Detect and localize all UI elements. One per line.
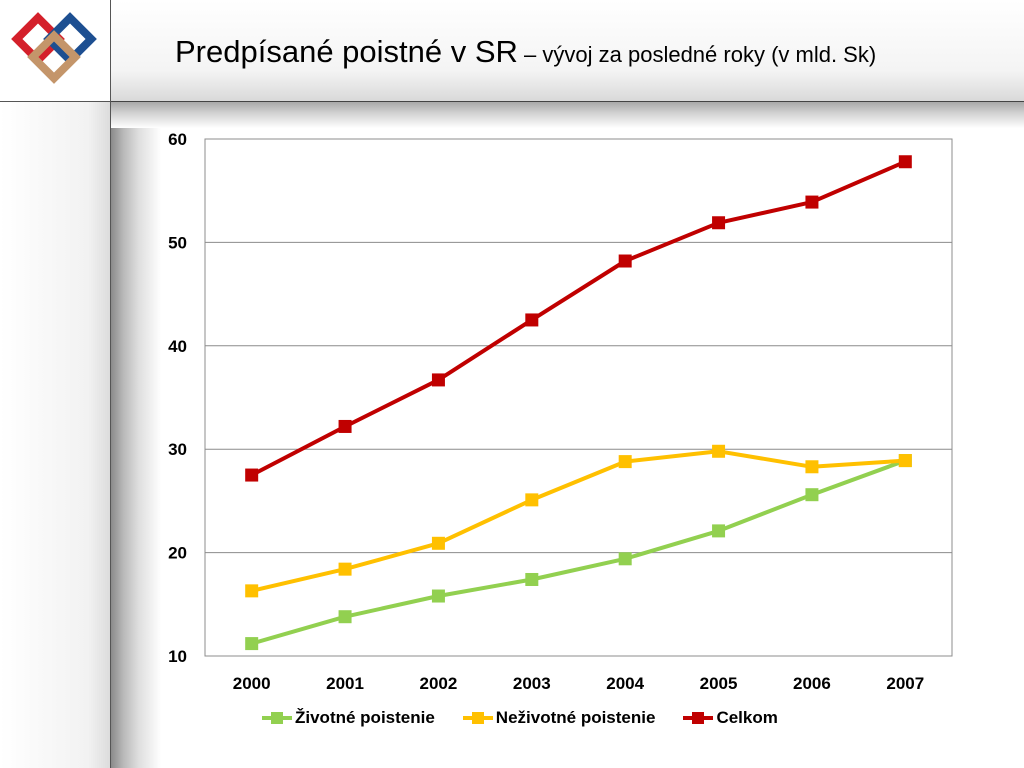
y-tick-label: 50 <box>168 233 187 252</box>
x-tick-label: 2004 <box>606 674 644 693</box>
left-sidebar-strip <box>0 102 111 768</box>
x-tick-label: 2001 <box>326 674 364 693</box>
data-point <box>898 155 912 169</box>
legend-label: Životné poistenie <box>295 708 435 727</box>
data-point <box>338 419 352 433</box>
company-logo <box>11 12 97 84</box>
logo-panel <box>0 0 111 102</box>
y-tick-label: 60 <box>168 130 187 149</box>
logo-diamond-tan <box>27 30 81 84</box>
y-tick-label: 20 <box>168 544 187 563</box>
y-tick-label: 30 <box>168 440 187 459</box>
x-tick-label: 2005 <box>700 674 738 693</box>
x-tick-label: 2002 <box>420 674 458 693</box>
data-point <box>431 373 445 387</box>
x-tick-label: 2007 <box>886 674 924 693</box>
horizontal-shadow <box>111 102 1024 128</box>
legend-label: Neživotné poistenie <box>495 708 656 727</box>
logo-diamond-blue <box>43 12 97 66</box>
data-point <box>338 610 352 624</box>
x-tick-label: 2003 <box>513 674 551 693</box>
data-point <box>898 454 912 468</box>
data-point <box>618 254 632 268</box>
data-point <box>712 216 726 230</box>
legend-item: Celkom <box>683 708 778 728</box>
page-title-subtitle: – vývoj za posledné roky (v mld. Sk) <box>517 42 877 67</box>
legend-marker <box>271 712 283 724</box>
data-point <box>245 637 259 651</box>
y-tick-label: 40 <box>168 337 187 356</box>
legend-swatch <box>683 711 714 725</box>
vertical-shadow <box>111 102 161 768</box>
data-point <box>712 444 726 458</box>
data-point <box>805 460 819 474</box>
legend-item: Životné poistenie <box>262 708 435 728</box>
data-point <box>805 195 819 209</box>
series-line <box>251 458 906 646</box>
data-point <box>245 584 259 598</box>
x-tick-label: 2000 <box>233 674 271 693</box>
data-point <box>245 468 259 482</box>
data-point <box>618 455 632 469</box>
y-tick-label: 10 <box>168 647 187 666</box>
chart-legend: Životné poistenie Neživotné poistenie Celk… <box>262 706 806 730</box>
legend-swatch <box>262 711 292 725</box>
legend-swatch <box>462 711 493 725</box>
logo-diamond-red <box>11 12 65 66</box>
series-line <box>250 159 907 477</box>
page-title-main: Predpísané poistné v SR <box>175 34 518 69</box>
legend-marker <box>471 712 484 724</box>
legend-marker <box>692 712 705 724</box>
data-point <box>525 493 539 507</box>
header-bar: Predpísané poistné v SR – vývoj za posle… <box>111 0 1024 102</box>
data-point <box>431 536 445 550</box>
series-line <box>251 449 906 593</box>
legend-item: Neživotné poistenie <box>462 708 656 728</box>
x-tick-label: 2006 <box>793 674 831 693</box>
data-point <box>525 313 539 327</box>
data-point <box>712 524 726 538</box>
data-point <box>805 488 819 502</box>
data-point <box>338 562 352 576</box>
data-point <box>525 572 539 586</box>
data-point <box>618 552 632 566</box>
data-point <box>431 589 445 603</box>
page-title: Predpísané poistné v SR – vývoj za posle… <box>175 34 876 70</box>
legend-label: Celkom <box>716 708 778 727</box>
plot-area <box>204 138 953 657</box>
